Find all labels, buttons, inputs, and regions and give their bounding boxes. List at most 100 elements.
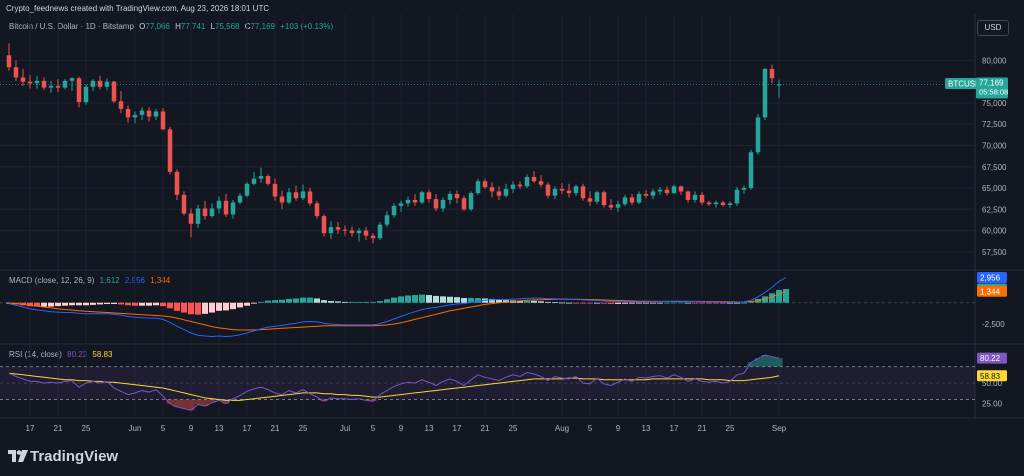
candle-body [272,183,278,197]
candle-body [62,80,68,88]
time-tick-label: Aug [555,424,569,433]
candle-body [412,199,418,203]
time-tick-label: 25 [82,424,91,433]
macd-histogram-bar [741,302,747,304]
macd-histogram-bar [699,302,705,304]
macd-histogram-bar [531,300,537,303]
macd-signal-tag: 1,344 [980,287,1001,296]
candle-body [503,188,509,196]
rsi-oversold-fill [166,399,174,404]
candle-body [76,78,82,103]
candle-body [517,184,523,187]
rsi-oversold-fill [194,399,202,405]
candle-body [335,227,341,230]
macd-pane: -2,500 [0,277,1005,338]
macd-histogram-bar [293,298,299,303]
tradingview-brand[interactable]: TradingView [30,448,119,465]
candle-body [699,194,705,203]
high-label: H [175,22,181,31]
rsi-legend-ma: 58.83 [92,350,113,359]
macd-histogram-bar [692,302,698,304]
candle-body [678,186,684,192]
macd-histogram-bar [251,302,257,304]
candle-body [713,202,719,205]
macd-histogram-bar [622,302,628,304]
candle-body [776,84,782,86]
candle-body [489,187,495,192]
time-tick-label: 5 [588,424,593,433]
candle-body [384,215,390,225]
rsi-overbought-fill [775,358,783,367]
macd-histogram-bar [720,302,726,304]
candle-body [629,197,635,203]
change-value: +103 (+0.13%) [280,22,334,31]
macd-histogram-bar [202,302,208,314]
candle-body [118,101,124,109]
candle-body [307,191,313,204]
rsi-line [8,354,780,411]
rsi-legend-value: 80.22 [67,350,88,359]
time-tick-label: Jun [129,424,142,433]
macd-histogram-bar [608,302,614,304]
candle-body [279,196,285,203]
close-value: 77,169 [250,22,275,31]
candle-body [34,80,40,84]
candle-body [482,181,488,188]
price-tick-label: 65,000 [982,184,1007,193]
macd-histogram-bar [748,301,754,303]
candle-body [349,230,355,234]
macd-histogram-bar [552,302,558,304]
candle-body [258,176,264,179]
macd-histogram-bar [426,295,432,303]
candle-body [202,208,208,217]
macd-signal-tag-bg [977,285,1007,297]
candle-body [55,85,61,88]
time-tick-label: 9 [616,424,621,433]
macd-histogram-bar [454,297,460,303]
candle-body [321,216,327,234]
macd-histogram-bar [300,297,306,303]
candle-body [370,235,376,239]
candle-body [433,199,439,209]
price-tick-label: 80,000 [982,56,1007,65]
macd-legend-hist: 1,612 [99,276,120,285]
macd-histogram-bar [195,302,201,315]
macd-signal-line [8,290,787,331]
macd-histogram-bar [286,298,292,303]
macd-histogram-bar [412,295,418,303]
candle-body [153,111,159,117]
candle-body [475,181,481,194]
candle-body [27,81,33,84]
candle-body [573,186,579,194]
low-value: 75,568 [215,22,240,31]
time-tick-label: 5 [371,424,376,433]
macd-histogram-bar [307,297,313,303]
candle-body [293,192,299,199]
macd-histogram-bar [153,302,159,306]
candle-body [594,192,600,202]
time-tick-label: 13 [642,424,651,433]
macd-histogram-bar [27,302,33,307]
price-tick-label: 57,500 [982,248,1007,257]
open-value: 77,066 [145,22,170,31]
macd-histogram-bar [391,297,397,303]
candle-body [405,199,411,204]
candle-body [671,186,677,194]
macd-legend-label: MACD (close, 12, 26, 9) [9,276,95,285]
macd-histogram-bar [349,301,355,303]
macd-histogram-bar [496,299,502,303]
currency-button[interactable]: USD [977,20,1009,36]
macd-histogram-bar [503,300,509,303]
candle-body [314,203,320,217]
rsi-legend: RSI (14, close) 80.22 58.83 [9,350,115,359]
symbol-tag: BTCUSD [948,80,981,89]
candle-body [300,191,306,199]
macd-histogram-bar [90,302,96,305]
rsi-overbought-fill [761,355,769,367]
macd-histogram-bar [363,301,369,303]
chart-canvas[interactable]: 80,00077,50075,00072,50070,00067,50065,0… [0,0,1024,440]
price-tick-label: 75,000 [982,99,1007,108]
candle-body [545,184,551,196]
rsi-pane: 50.00 25.00 [0,354,1003,411]
macd-value-tag: 2,956 [980,273,1001,282]
